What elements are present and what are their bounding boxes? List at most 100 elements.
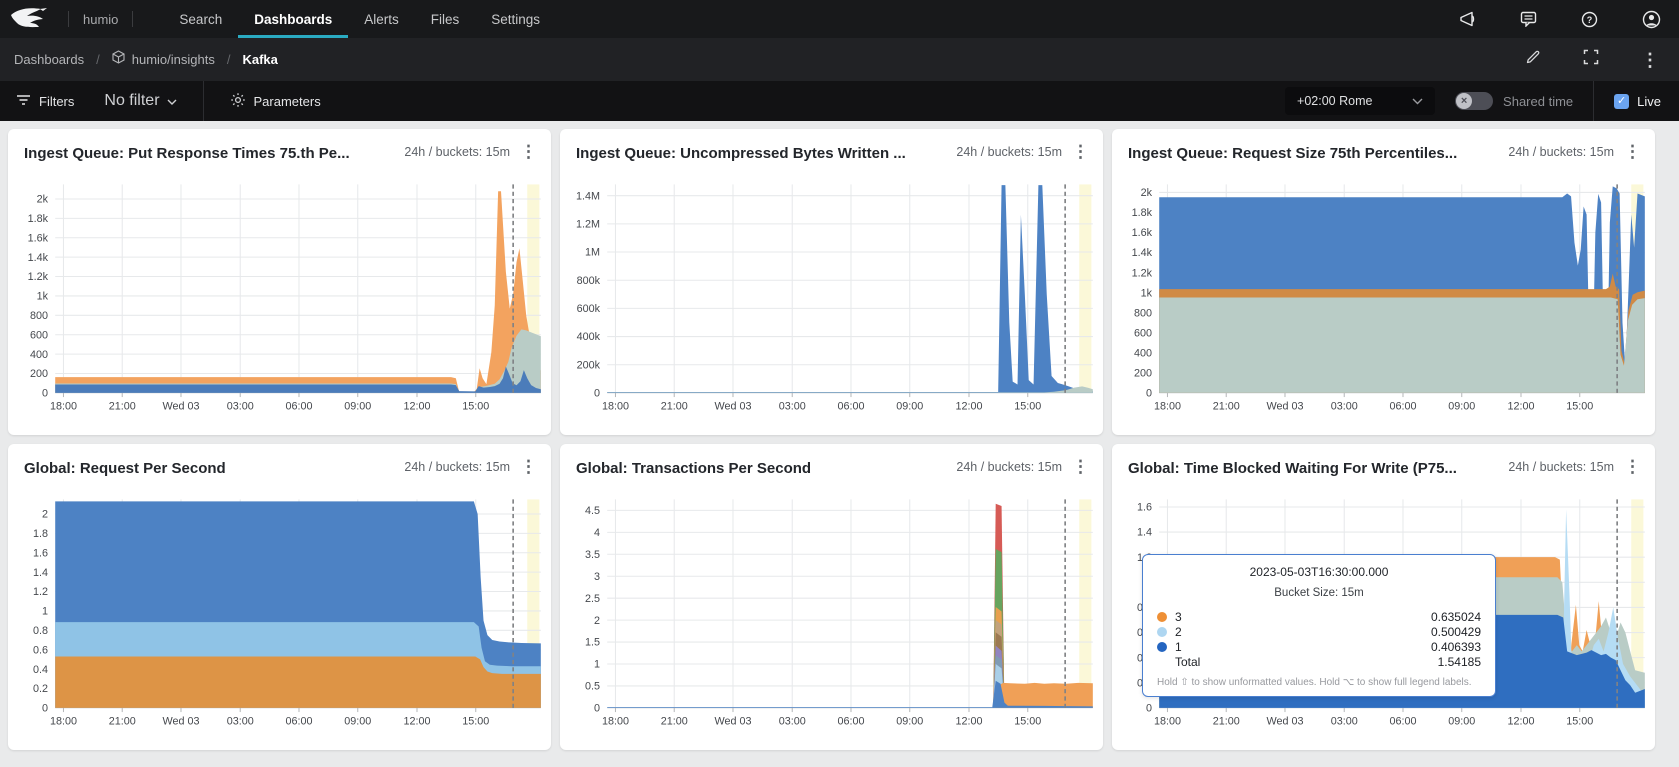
svg-text:12:00: 12:00 <box>955 716 982 728</box>
svg-text:1.8: 1.8 <box>33 528 48 540</box>
chevron-down-icon <box>1412 94 1423 108</box>
svg-text:15:00: 15:00 <box>1014 401 1041 413</box>
chart-timespan: 24h / buckets: 15m <box>1508 460 1614 474</box>
chart-menu-icon[interactable]: ⋮ <box>520 457 537 476</box>
tooltip-row: 3 0.635024 <box>1157 609 1481 624</box>
area-chart[interactable]: 4.5 4 3.5 3 2.5 2 1.5 1 0.5 018:00 21:00 Wed 03 03:0… <box>564 489 1099 735</box>
svg-text:21:00: 21:00 <box>1213 401 1240 413</box>
svg-text:09:00: 09:00 <box>896 716 923 728</box>
svg-text:21:00: 21:00 <box>109 716 136 728</box>
series-dot <box>1157 626 1167 637</box>
dashboard-content: Ingest Queue: Put Response Times 75.th P… <box>0 121 1679 750</box>
svg-text:1.8k: 1.8k <box>28 213 49 225</box>
timezone-select[interactable]: +02:00 Rome <box>1285 87 1436 115</box>
chart-timespan: 24h / buckets: 15m <box>1508 145 1614 159</box>
nav-item-settings[interactable]: Settings <box>491 11 541 27</box>
svg-text:2.5: 2.5 <box>585 593 600 605</box>
chart-menu-icon[interactable]: ⋮ <box>520 142 537 161</box>
svg-text:1M: 1M <box>585 247 600 259</box>
chart-timespan: 24h / buckets: 15m <box>956 460 1062 474</box>
parameters-button[interactable]: Parameters <box>230 92 321 111</box>
breadcrumb-dashboards[interactable]: Dashboards <box>14 52 85 67</box>
edit-icon[interactable] <box>1525 49 1541 70</box>
nav-item-search[interactable]: Search <box>179 11 223 27</box>
help-icon[interactable]: ? <box>1581 11 1598 28</box>
svg-text:Wed 03: Wed 03 <box>162 401 199 413</box>
svg-text:06:00: 06:00 <box>285 716 312 728</box>
chart-card: Ingest Queue: Uncompressed Bytes Written… <box>560 129 1103 435</box>
svg-text:15:00: 15:00 <box>1566 716 1593 728</box>
live-checkbox[interactable]: ✓ <box>1614 93 1630 109</box>
workspace-name[interactable]: humio <box>83 11 119 27</box>
svg-text:18:00: 18:00 <box>1154 716 1181 728</box>
chart-menu-icon[interactable]: ⋮ <box>1624 142 1641 161</box>
area-chart[interactable]: 2 1.8 1.6 1.4 1.2 1 0.8 0.6 0.4 0.2 018:00 21:00 Wed… <box>12 489 547 735</box>
chart-menu-icon[interactable]: ⋮ <box>1072 142 1089 161</box>
feedback-icon[interactable] <box>1520 11 1537 27</box>
svg-text:09:00: 09:00 <box>896 401 923 413</box>
svg-text:2: 2 <box>42 509 48 521</box>
filter-select[interactable]: No filter <box>104 92 177 110</box>
area-chart[interactable]: 2k 1.8k 1.6k 1.4k 1.2k 1k 800 600 400 200 018:00 21… <box>1116 174 1651 420</box>
area-chart[interactable]: 2k 1.8k 1.6k 1.4k 1.2k 1k 800 600 400 200 018:00 21… <box>12 174 547 420</box>
svg-text:18:00: 18:00 <box>50 401 77 413</box>
toggle-knob-x-icon: × <box>1456 93 1473 109</box>
svg-text:15:00: 15:00 <box>1014 716 1041 728</box>
chart-menu-icon[interactable]: ⋮ <box>1072 457 1089 476</box>
dashboard-menu-icon[interactable]: ⋮ <box>1641 49 1659 70</box>
main-nav: Search Dashboards Alerts Files Settings <box>163 0 556 38</box>
svg-text:0: 0 <box>594 387 600 399</box>
svg-text:06:00: 06:00 <box>1389 401 1416 413</box>
svg-text:2k: 2k <box>37 194 49 206</box>
svg-text:0.2: 0.2 <box>33 683 48 695</box>
announcements-icon[interactable] <box>1459 11 1476 27</box>
chart-card: Global: Time Blocked Waiting For Write (… <box>1112 444 1655 750</box>
svg-text:03:00: 03:00 <box>779 401 806 413</box>
shared-time-toggle[interactable]: × <box>1455 92 1494 110</box>
chart-title: Ingest Queue: Request Size 75th Percenti… <box>1128 145 1458 162</box>
account-icon[interactable] <box>1642 10 1661 29</box>
breadcrumb-package[interactable]: humio/insights <box>112 50 215 69</box>
crowdstrike-logo[interactable] <box>10 5 54 33</box>
dashboard-grid: Ingest Queue: Put Response Times 75.th P… <box>8 129 1655 750</box>
svg-text:09:00: 09:00 <box>1448 716 1475 728</box>
svg-text:18:00: 18:00 <box>602 401 629 413</box>
svg-text:15:00: 15:00 <box>1566 401 1593 413</box>
svg-text:09:00: 09:00 <box>344 401 371 413</box>
svg-text:03:00: 03:00 <box>1331 716 1358 728</box>
svg-text:06:00: 06:00 <box>285 401 312 413</box>
svg-text:0.8: 0.8 <box>33 625 48 637</box>
nav-item-dashboards[interactable]: Dashboards <box>238 0 349 38</box>
svg-text:200: 200 <box>1134 367 1152 379</box>
svg-text:03:00: 03:00 <box>779 716 806 728</box>
svg-text:03:00: 03:00 <box>227 401 254 413</box>
svg-text:Wed 03: Wed 03 <box>1266 716 1303 728</box>
svg-text:2: 2 <box>594 615 600 627</box>
svg-text:1k: 1k <box>37 291 49 303</box>
svg-text:15:00: 15:00 <box>462 716 489 728</box>
svg-text:0: 0 <box>1146 702 1152 714</box>
tooltip-row: 2 0.500429 <box>1157 624 1481 639</box>
tooltip-footnote: Hold ⇧ to show unformatted values. Hold … <box>1157 677 1472 688</box>
filters-button[interactable]: Filters <box>16 94 74 109</box>
tooltip-rows: 3 0.635024 2 0.500429 1 0.406393 Total 1… <box>1157 609 1481 669</box>
chart-area: 2k 1.8k 1.6k 1.4k 1.2k 1k 800 600 400 200 0 18:00 21… <box>1112 174 1655 420</box>
svg-text:4: 4 <box>594 527 600 539</box>
svg-text:1.6k: 1.6k <box>28 232 49 244</box>
filter-icon <box>16 94 31 109</box>
chart-menu-icon[interactable]: ⋮ <box>1624 457 1641 476</box>
nav-item-alerts[interactable]: Alerts <box>364 11 399 27</box>
svg-text:1.4k: 1.4k <box>1132 247 1153 259</box>
svg-text:4.5: 4.5 <box>585 505 600 517</box>
svg-text:21:00: 21:00 <box>109 401 136 413</box>
svg-text:1k: 1k <box>1141 287 1153 299</box>
area-chart[interactable]: 1.4M 1.2M 1M 800k 600k 400k 200k 018:00 21:00 Wed… <box>564 174 1099 420</box>
tooltip-row-total: Total 1.54185 <box>1157 654 1481 669</box>
nav-item-files[interactable]: Files <box>430 11 460 27</box>
svg-text:400: 400 <box>1134 347 1152 359</box>
svg-text:1: 1 <box>42 606 48 618</box>
svg-text:06:00: 06:00 <box>837 716 864 728</box>
tooltip-bucket-size: Bucket Size: 15m <box>1274 587 1364 599</box>
chart-area: 1.4M 1.2M 1M 800k 600k 400k 200k 0 18:00 21:00 Wed… <box>560 174 1103 420</box>
fullscreen-icon[interactable] <box>1583 49 1599 70</box>
